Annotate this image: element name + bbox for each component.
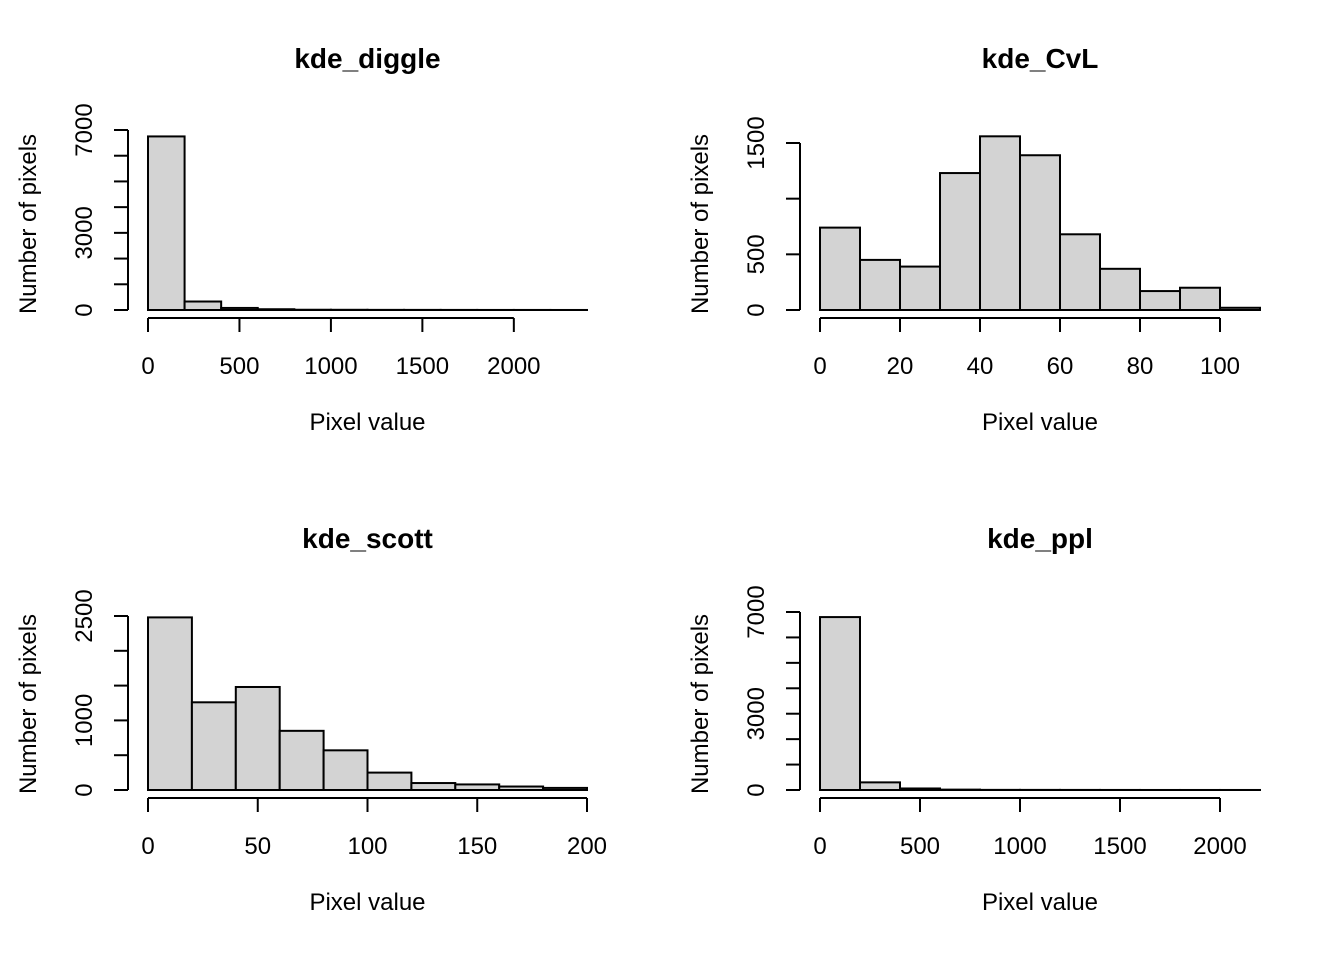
x-axis-label: Pixel value — [309, 409, 425, 436]
histogram-panel-2: kde_CvL 0 20 40 60 80 100 0 500 1500 Pixel value Nu… — [687, 43, 1261, 436]
chart-title: kde_diggle — [294, 43, 440, 74]
y-tick-label: 0 — [743, 783, 770, 796]
histogram-bar — [190, 701, 237, 792]
x-tick-label: 500 — [900, 833, 940, 860]
y-tick-label: 0 — [743, 303, 770, 316]
x-tick-label: 2000 — [1193, 833, 1246, 860]
histogram-bar — [1019, 154, 1061, 311]
histogram-bar — [256, 308, 296, 312]
histogram-bar — [1059, 233, 1101, 311]
histogram-panel-4: kde_ppl 0 500 1000 1500 2000 0 3000 7000 Pixel va… — [687, 523, 1261, 916]
histogram-bar — [498, 785, 545, 792]
x-tick-label: 0 — [813, 353, 826, 380]
x-tick-label: 0 — [141, 353, 154, 380]
histogram-bar — [234, 685, 281, 792]
y-tick-label: 2500 — [71, 589, 98, 642]
y-tick-label: 500 — [743, 234, 770, 274]
chart-title: kde_scott — [302, 523, 433, 554]
chart-title: kde_CvL — [982, 43, 1099, 74]
histogram-bar — [147, 616, 193, 792]
histogram-bar — [819, 616, 861, 791]
x-tick-label: 500 — [219, 353, 259, 380]
y-tick-label: 1000 — [71, 694, 98, 747]
x-tick-label: 2000 — [487, 353, 540, 380]
x-tick-label: 100 — [1200, 353, 1240, 380]
y-tick-label: 0 — [71, 783, 98, 796]
x-tick-label: 80 — [1127, 353, 1154, 380]
x-tick-label: 1500 — [396, 353, 449, 380]
y-tick-label: 3000 — [71, 206, 98, 259]
y-tick-label: 0 — [71, 303, 98, 316]
x-tick-label: 100 — [347, 833, 387, 860]
x-tick-label: 150 — [457, 833, 497, 860]
histogram-bar — [220, 306, 259, 312]
histogram-bar — [1179, 286, 1221, 312]
x-tick-label: 1000 — [304, 353, 357, 380]
x-tick-label: 1500 — [1093, 833, 1146, 860]
x-axis-label: Pixel value — [982, 409, 1098, 436]
histogram-bar — [410, 782, 457, 791]
x-tick-label: 200 — [567, 833, 607, 860]
chart-title: kde_ppl — [987, 523, 1093, 554]
histogram-bar — [859, 258, 901, 311]
y-axis-label: Number of pixels — [15, 614, 42, 794]
histogram-bar — [366, 771, 413, 791]
x-axis-label: Pixel value — [982, 889, 1098, 916]
histogram-bar — [899, 265, 941, 311]
histogram-bar — [979, 135, 1021, 311]
y-axis-label: Number of pixels — [687, 134, 714, 314]
histogram-bar — [939, 172, 981, 311]
x-tick-label: 20 — [887, 353, 914, 380]
histogram-panel-1: kde_diggle 0 500 1000 1500 2000 0 3000 7000 Pixel… — [15, 43, 589, 436]
x-tick-label: 50 — [244, 833, 271, 860]
y-axis-label: Number of pixels — [15, 134, 42, 314]
histogram-bar — [819, 226, 861, 311]
histogram-bar — [899, 787, 941, 792]
y-axis-label: Number of pixels — [687, 614, 714, 794]
y-tick-label: 7000 — [71, 103, 98, 156]
histogram-bar — [454, 783, 501, 792]
histogram-bar — [1219, 306, 1261, 312]
x-tick-label: 60 — [1047, 353, 1074, 380]
histogram-bar — [322, 749, 369, 792]
histogram-bar — [859, 781, 901, 791]
y-tick-label: 3000 — [743, 687, 770, 740]
histogram-bar — [1099, 267, 1141, 312]
y-tick-label: 1500 — [743, 116, 770, 169]
x-tick-label: 1000 — [993, 833, 1046, 860]
x-axis-label: Pixel value — [309, 889, 425, 916]
histogram-bar — [147, 135, 186, 311]
x-tick-label: 40 — [967, 353, 994, 380]
histogram-bar — [542, 786, 588, 791]
x-tick-label: 0 — [813, 833, 826, 860]
histogram-bar — [278, 729, 325, 792]
histogram-bar — [1139, 290, 1181, 311]
histogram-bar — [183, 300, 223, 311]
x-tick-label: 0 — [141, 833, 154, 860]
y-tick-label: 7000 — [743, 585, 770, 638]
histogram-panel-3: kde_scott 0 50 100 150 200 0 1000 2500 Pixel valu… — [15, 523, 607, 916]
